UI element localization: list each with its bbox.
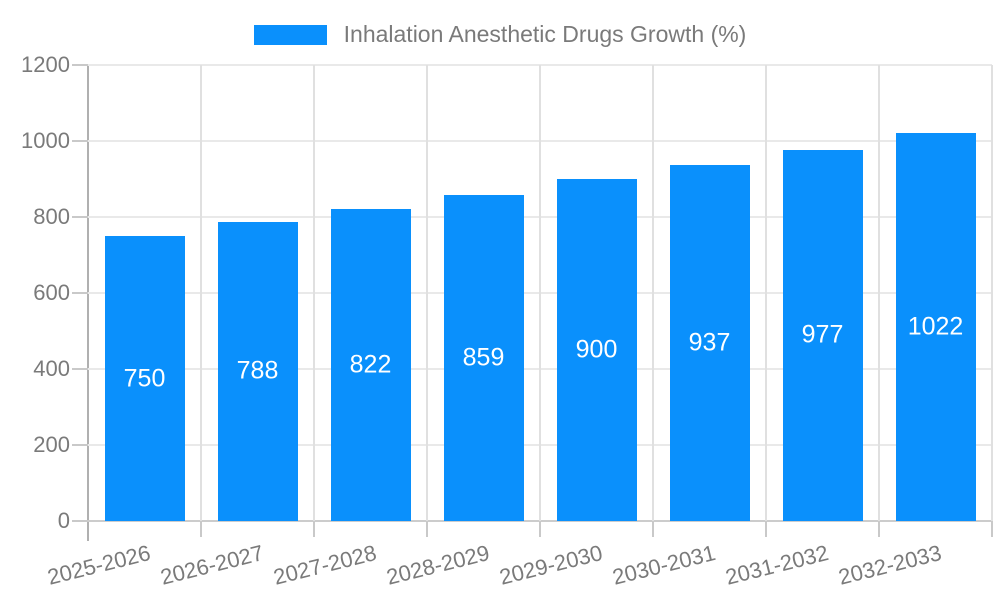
y-axis-tick [72,292,88,294]
x-axis-tick [200,521,202,537]
bar[interactable] [104,236,185,521]
gridline [878,65,880,521]
x-axis-tick-label: 2031-2032 [723,540,832,590]
gridline [539,65,541,521]
bar-value-label: 859 [462,343,505,372]
y-axis-tick-label: 200 [33,432,70,457]
bar-value-label: 750 [123,364,166,392]
plot-area: 750 788 822 859 900 937 977 1022 [88,64,993,522]
x-axis-tick-label: 2029-2030 [497,540,606,590]
gridline [652,65,654,521]
y-axis-tick-label: 1200 [21,52,70,77]
y-axis-tick-label: 800 [33,204,70,229]
bar[interactable] [330,208,411,521]
x-axis-tick [313,521,315,537]
x-axis-tick [539,521,541,537]
y-axis-tick-label: 0 [57,508,70,533]
bar-value-label: 937 [688,328,731,357]
x-axis-tick-label: 2032-2033 [836,540,945,590]
bar[interactable] [782,149,863,521]
gridline [991,65,993,521]
y-axis-tick [72,368,88,370]
x-axis-tick-label: 2025-2026 [45,540,154,590]
x-axis-tick [426,521,428,537]
y-axis-tick-label: 1000 [21,128,70,153]
bar[interactable] [443,194,524,521]
chart-legend: Inhalation Anesthetic Drugs Growth (%) [0,0,1000,48]
y-axis-tick [72,64,88,66]
x-axis-tick [878,521,880,537]
bar-value-label: 977 [801,320,844,349]
x-axis-tick [652,521,654,537]
x-axis-tick [765,521,767,537]
gridline [313,65,315,521]
y-axis-tick-label: 400 [33,356,70,381]
gridline [200,65,202,521]
gridline [426,65,428,521]
bar-value-label: 900 [575,335,618,364]
bar-value-label: 822 [349,350,392,379]
bar[interactable] [556,179,637,521]
y-axis-tick [72,444,88,446]
legend-swatch [253,24,327,45]
bar[interactable] [217,221,298,521]
bar-value-label: 788 [236,356,279,385]
x-axis-tick-label: 2026-2027 [158,540,267,590]
bar[interactable] [895,132,976,521]
x-axis-tick [991,521,993,537]
bar[interactable] [669,164,750,521]
x-axis-tick-label: 2027-2028 [271,540,380,590]
y-axis-tick [72,140,88,142]
gridline [765,65,767,521]
legend-item[interactable]: Inhalation Anesthetic Drugs Growth (%) [253,21,747,48]
y-axis-tick [72,520,88,522]
x-axis-tick-label: 2030-2031 [610,540,719,590]
y-axis-line [87,65,89,541]
x-axis-tick-label: 2028-2029 [384,540,493,590]
y-axis-tick [72,216,88,218]
bar-value-label: 1022 [907,312,964,341]
legend-label: Inhalation Anesthetic Drugs Growth (%) [343,21,747,47]
y-axis-tick-label: 600 [33,280,70,305]
